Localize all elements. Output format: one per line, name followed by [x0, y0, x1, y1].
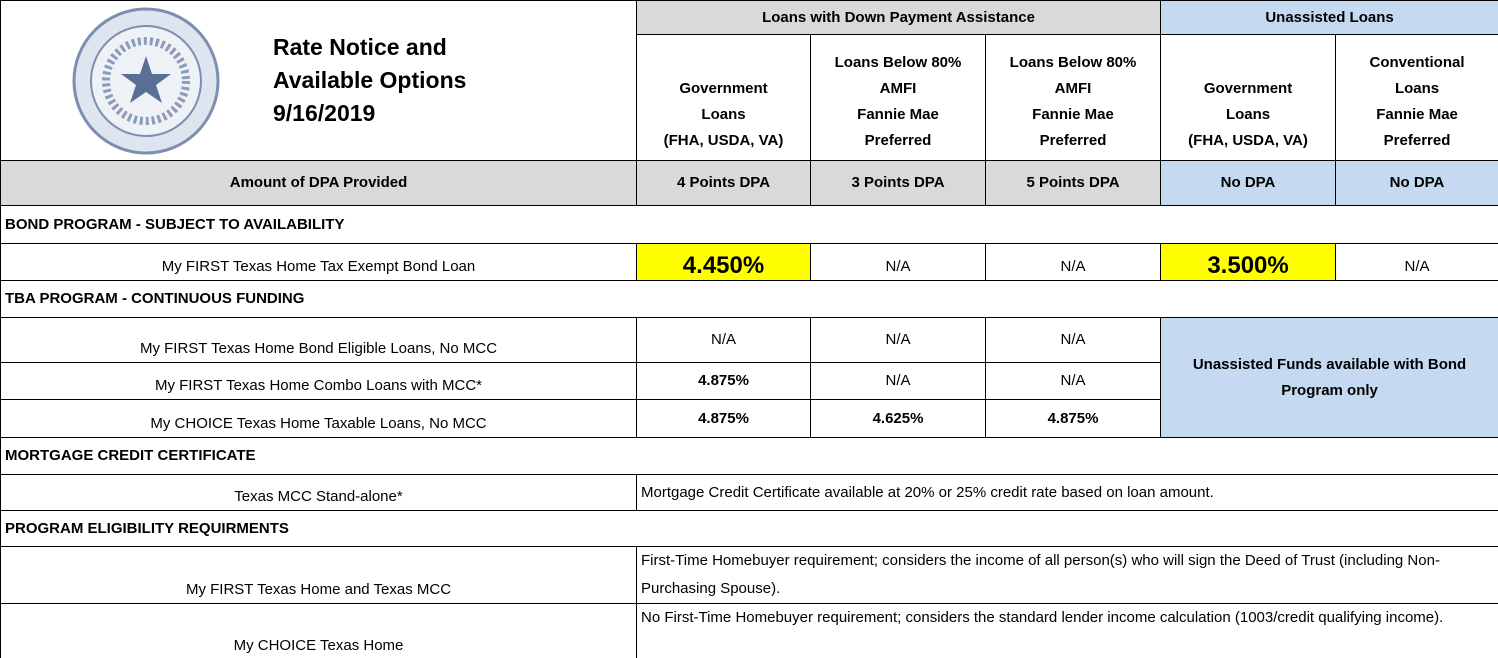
row-label: My FIRST Texas Home Bond Eligible Loans,… — [0, 317, 637, 363]
title-wrap: Rate Notice and Available Options 9/16/201… — [2, 2, 636, 160]
table-row: My FIRST Texas Home Combo Loans with MCC… — [0, 362, 1498, 400]
section-title: MORTGAGE CREDIT CERTIFICATE — [0, 437, 1498, 475]
text-line: Fannie Mae — [857, 106, 939, 123]
table-row: Government Loans (FHA, USDA, VA) Loans Belo… — [1, 34, 1498, 161]
column-header: Loans Below 80% AMFI Fannie Mae Preferred — [984, 34, 1162, 161]
text-line: (FHA, USDA, VA) — [663, 132, 784, 149]
text-line: (FHA, USDA, VA) — [1188, 132, 1308, 149]
table-row: My CHOICE Texas Home Taxable Loans, No M… — [0, 399, 1498, 438]
table-row: MORTGAGE CREDIT CERTIFICATE — [0, 437, 1498, 475]
rate-cell: N/A — [810, 243, 986, 281]
rate-cell: N/A — [984, 317, 1162, 363]
column-header: Government Loans (FHA, USDA, VA) — [1160, 34, 1337, 161]
dpa-label: Amount of DPA Provided — [0, 160, 637, 206]
table-row: My FIRST Texas Home Bond Eligible Loans,… — [0, 317, 1498, 438]
text-line: Loans Below 80% — [1009, 54, 1137, 71]
text-line: Conventional — [1369, 54, 1465, 71]
text-line: Preferred — [1383, 132, 1451, 149]
dpa-cell: No DPA — [1160, 160, 1337, 206]
text-cell: No First-Time Homebuyer requirement; con… — [635, 603, 1498, 658]
text-line: Fannie Mae — [1376, 106, 1458, 123]
dpa-cell: 3 Points DPA — [810, 160, 986, 206]
note-cell: Unassisted Funds available with Bond Pro… — [1160, 317, 1498, 438]
column-header: Conventional Loans Fannie Mae Preferred — [1335, 34, 1498, 161]
section-title: TBA PROGRAM - CONTINUOUS FUNDING — [0, 280, 1498, 318]
table-row: My CHOICE Texas Home No First-Time Homebu… — [0, 603, 1498, 658]
row-label: My CHOICE Texas Home Taxable Loans, No M… — [0, 399, 637, 438]
table-row: BOND PROGRAM - SUBJECT TO AVAILABILITY — [0, 205, 1498, 244]
row-label: My CHOICE Texas Home — [0, 603, 637, 658]
table-row: Texas MCC Stand-alone* Mortgage Credit Ce… — [0, 474, 1498, 511]
seal — [72, 7, 220, 154]
column-header: Loans Below 80% AMFI Fannie Mae Preferred — [810, 34, 986, 161]
rate-cell: 4.875% — [636, 399, 811, 438]
row-label: My FIRST Texas Home and Texas MCC — [0, 546, 637, 604]
text-line: Government — [679, 80, 768, 97]
text-cell: First-Time Homebuyer requirement; consid… — [635, 546, 1498, 604]
rate-cell: 4.875% — [636, 362, 811, 400]
dpa-cell: 4 Points DPA — [636, 160, 811, 206]
column-header: Government Loans (FHA, USDA, VA) — [636, 34, 811, 161]
text-line: Available Options — [273, 67, 467, 93]
row-label: My FIRST Texas Home Combo Loans with MCC… — [0, 362, 637, 400]
seal-star — [121, 55, 171, 103]
text-line: Loans — [1394, 80, 1440, 97]
table-row: TBA PROGRAM - CONTINUOUS FUNDING — [0, 280, 1498, 318]
rate-cell: N/A — [636, 317, 811, 363]
rate-cell: 4.875% — [984, 399, 1162, 438]
text-line: Government — [1203, 80, 1293, 97]
title-cell: Rate Notice and Available Options 9/16/201… — [0, 0, 637, 161]
text-line: Preferred — [1039, 132, 1107, 149]
text-line: Rate Notice and — [273, 34, 447, 60]
text-line: AMFI — [879, 80, 917, 97]
table-row: Amount of DPA Provided 4 Points DPA 3 Poin… — [0, 160, 1498, 206]
section-title: BOND PROGRAM - SUBJECT TO AVAILABILITY — [0, 205, 1498, 244]
table-row: Rate Notice and Available Options 9/16/201… — [0, 0, 1498, 161]
dpa-cell: 5 Points DPA — [984, 160, 1162, 206]
rate-cell: N/A — [810, 317, 986, 363]
rate-cell: N/A — [1335, 243, 1498, 281]
group-header: Loans with Down Payment Assistance — [635, 0, 1162, 35]
rate-cell: 3.500% — [1160, 243, 1337, 281]
text-line: Preferred — [864, 132, 932, 149]
section-title: PROGRAM ELIGIBILITY REQUIRMENTS — [0, 510, 1498, 547]
table-row: PROGRAM ELIGIBILITY REQUIRMENTS — [0, 510, 1498, 547]
group-header: Unassisted Loans — [1160, 0, 1498, 35]
table-row: My FIRST Texas Home and Texas MCC First-T… — [0, 546, 1498, 604]
rate-cell: N/A — [984, 362, 1162, 400]
text-line: Fannie Mae — [1032, 106, 1114, 123]
text-cell: Mortgage Credit Certificate available at… — [635, 474, 1498, 511]
rate-cell: N/A — [810, 362, 986, 400]
rate-cell: 4.625% — [810, 399, 986, 438]
text-line: AMFI — [1054, 80, 1092, 97]
text-line: 9/16/2019 — [273, 100, 376, 126]
table-row: My FIRST Texas Home Tax Exempt Bond Loan… — [0, 243, 1498, 281]
dpa-cell: No DPA — [1335, 160, 1498, 206]
row-label: My FIRST Texas Home Tax Exempt Bond Loan — [0, 243, 637, 281]
text-line: Loans — [701, 106, 746, 123]
text-line: Loans Below 80% — [834, 54, 962, 71]
row-label: Texas MCC Stand-alone* — [0, 474, 637, 511]
text-line: Loans — [1225, 106, 1271, 123]
rate-cell: N/A — [984, 243, 1162, 281]
seal-wreath — [102, 36, 190, 125]
rate-cell: 4.450% — [636, 243, 811, 281]
title: Rate Notice and Available Options 9/16/201… — [273, 31, 466, 130]
